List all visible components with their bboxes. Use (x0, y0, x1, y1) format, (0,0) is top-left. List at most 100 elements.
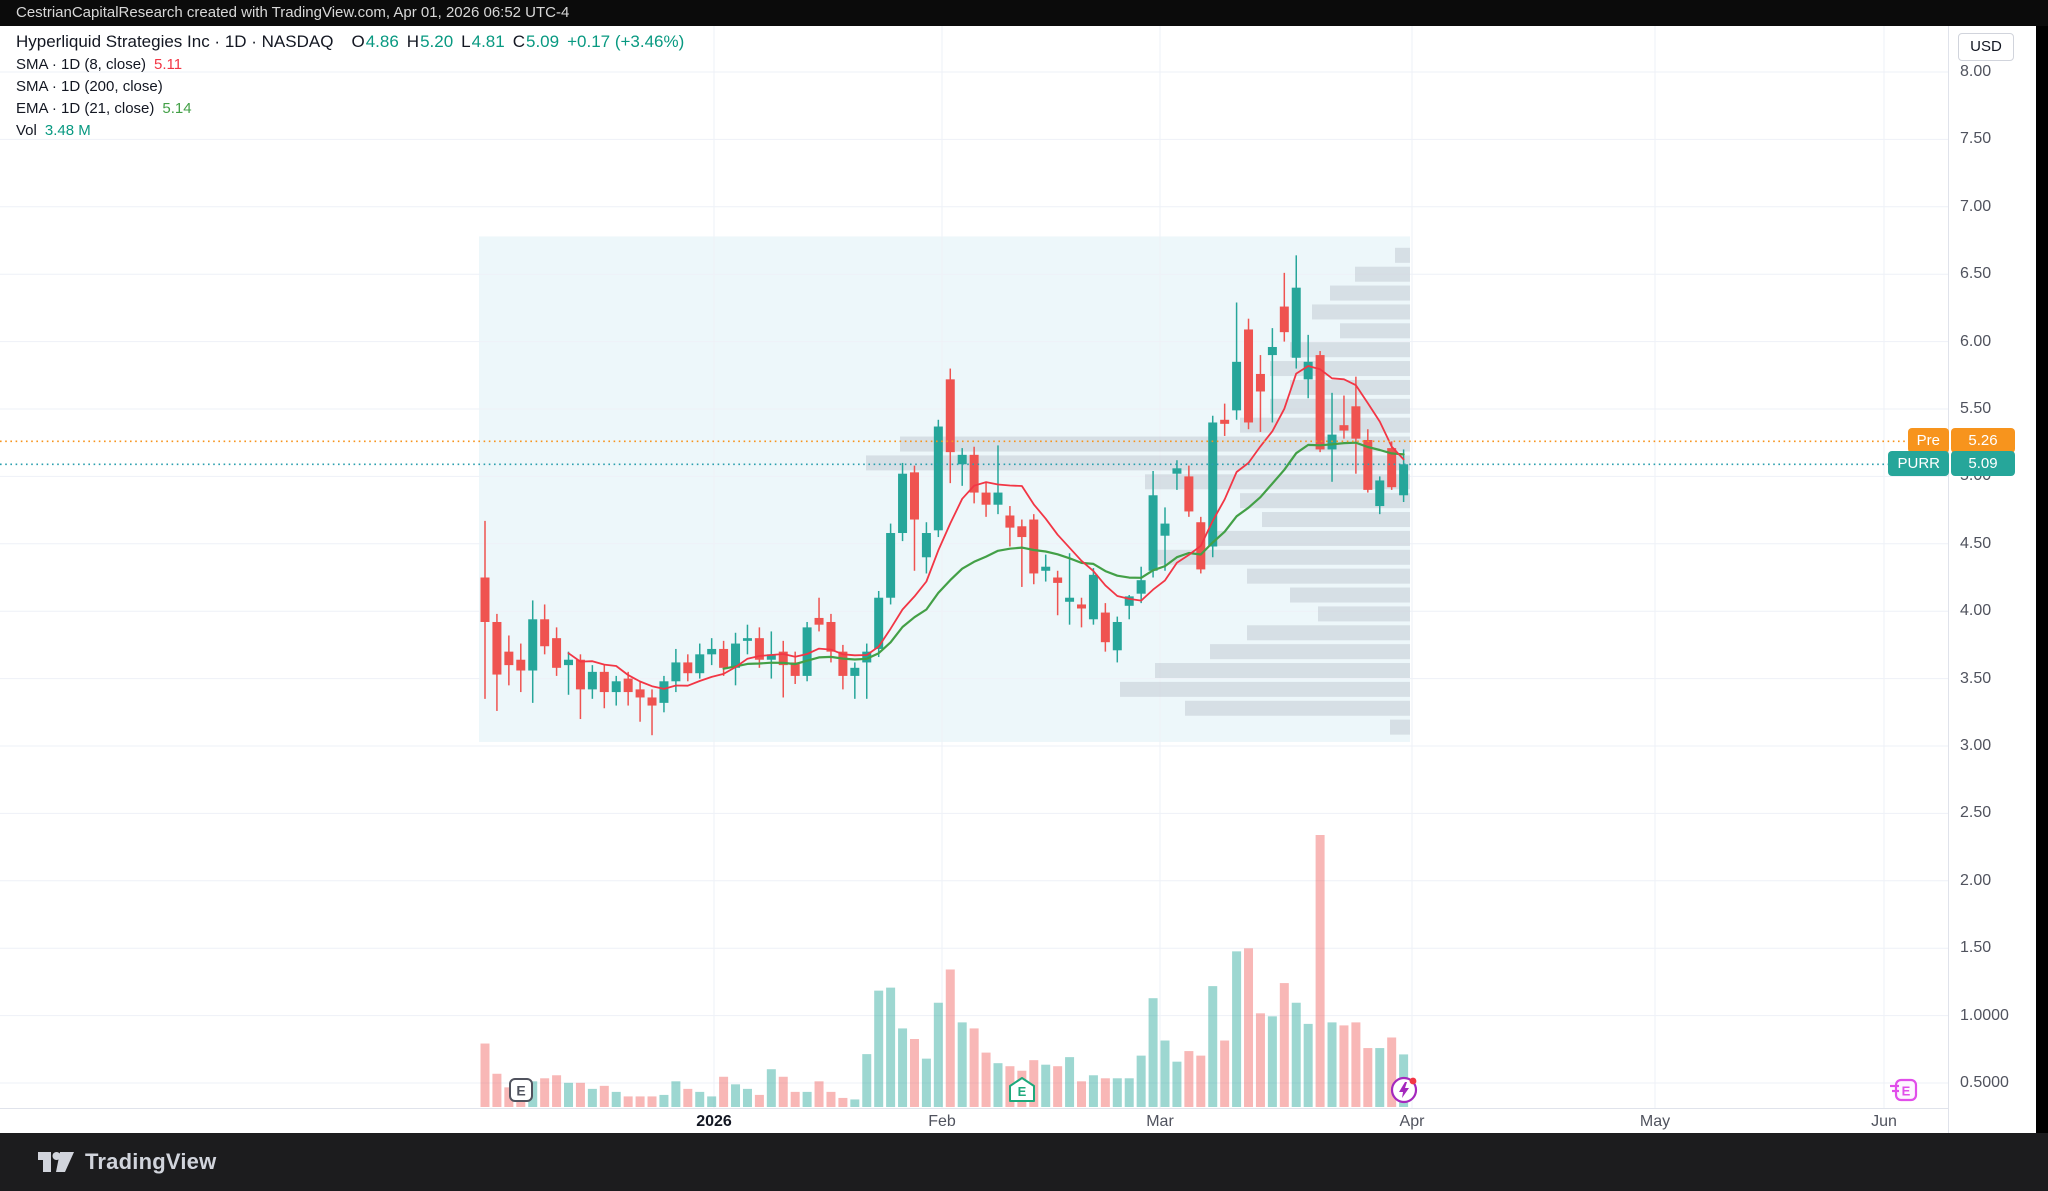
earnings-reported-marker[interactable]: E (509, 1078, 533, 1102)
earnings-reported-icon (509, 1078, 533, 1102)
candle-body (1315, 355, 1325, 450)
chart-legend: Hyperliquid Strategies Inc · 1D · NASDAQ… (16, 32, 684, 144)
candle-body (564, 659, 574, 666)
candle-body (1291, 287, 1301, 358)
volume-bar (540, 1078, 550, 1107)
candle-body (1148, 495, 1158, 571)
volume-profile-row (1290, 587, 1410, 603)
volume-bar (683, 1088, 693, 1107)
volume-bar (1363, 1048, 1373, 1107)
candle-body (1136, 580, 1146, 594)
volume-bar (492, 1073, 502, 1107)
candle-body (719, 648, 729, 668)
time-tick-label: May (1639, 1113, 1671, 1130)
volume-bar (1065, 1057, 1075, 1107)
candle-body (1112, 621, 1122, 651)
candle-body (766, 654, 776, 660)
price-tick-label: 3.00 (1960, 737, 1992, 754)
volume-profile-row (1155, 663, 1410, 679)
currency-label[interactable]: USD (1958, 33, 2014, 61)
volume-bar (1255, 1013, 1265, 1107)
candle-body (516, 659, 526, 671)
indicator-label: Vol (16, 122, 37, 139)
volume-bar (957, 1022, 967, 1107)
candle-body (850, 667, 860, 676)
ticker-price-badge[interactable]: PURR 5.09 (1888, 451, 2015, 477)
price-tick-label: 5.50 (1960, 400, 1992, 417)
volume-bar (659, 1094, 669, 1107)
volume-bar (1077, 1081, 1086, 1107)
candle-body (814, 617, 824, 625)
tradingview-logo-icon (38, 1152, 74, 1172)
volume-profile-row (1270, 398, 1410, 414)
candle-body (1065, 597, 1075, 602)
volume-bar (1136, 1055, 1146, 1107)
volume-bar (921, 1058, 931, 1107)
candle-body (1124, 596, 1134, 606)
candle-body (1232, 361, 1242, 411)
candle-body (1255, 373, 1265, 392)
price-tick-label: 6.50 (1960, 265, 1992, 283)
candle-body (635, 689, 645, 698)
earnings-upcoming-icon: E (1902, 1084, 1911, 1099)
earnings-beat-marker[interactable]: E (1009, 1077, 1035, 1102)
volume-bar (945, 969, 955, 1107)
volume-bar (1303, 1023, 1313, 1107)
candle-body (1208, 422, 1218, 547)
candle-body (683, 662, 693, 674)
price-tick-label: 0.5000 (1960, 1074, 2009, 1091)
volume-bar (1196, 1055, 1206, 1107)
time-tick-label: 2026 (696, 1113, 732, 1130)
volume-bar (707, 1096, 717, 1107)
earnings-upcoming-marker[interactable]: E (1890, 1078, 1918, 1102)
price-tick-label: 4.00 (1960, 602, 1992, 620)
ohlc-value: 5.09 (526, 32, 560, 51)
candle-body (933, 426, 943, 531)
candle-body (1100, 612, 1110, 643)
indicator-label: EMA · 1D (21, close) (16, 100, 155, 117)
volume-bar (1267, 1016, 1277, 1107)
candle-body (981, 492, 991, 505)
ohlc-key: H (406, 32, 420, 51)
candle-body (957, 454, 967, 465)
volume-bar (874, 990, 884, 1107)
volume-bar (1220, 1040, 1230, 1107)
candle-body (1184, 476, 1194, 512)
symbol-legend-row[interactable]: Hyperliquid Strategies Inc · 1D · NASDAQ… (16, 32, 684, 51)
candle-body (1029, 519, 1039, 574)
flash-event-marker[interactable] (1390, 1076, 1418, 1104)
volume-bar (838, 1097, 848, 1107)
volume-bar (1279, 983, 1289, 1107)
volume-bar (623, 1096, 633, 1107)
indicator-legend-row[interactable]: SMA · 1D (8, close) 5.11 (16, 56, 684, 73)
volume-bar (1184, 1051, 1194, 1107)
candle-body (1005, 515, 1015, 528)
volume-profile-row (866, 455, 1410, 471)
volume-bar (1112, 1078, 1122, 1107)
time-axis[interactable]: 2026 Feb Mar Apr May Jun (0, 1108, 2036, 1133)
indicator-legend-row[interactable]: SMA · 1D (200, close) (16, 78, 684, 95)
indicator-legend-row[interactable]: EMA · 1D (21, close) 5.14 (16, 100, 684, 117)
candle-body (826, 621, 836, 652)
volume-bar (993, 1063, 1003, 1107)
candle-body (945, 379, 955, 453)
price-axis[interactable]: USD Pre 5.26 PURR 5.09 8.00 7.50 7.00 6.50 6.0… (1888, 26, 2036, 1133)
volume-profile-row (1312, 304, 1410, 320)
candle-body (790, 662, 800, 676)
indicator-legend-row[interactable]: Vol 3.48 M (16, 122, 684, 139)
candle-body (921, 533, 931, 558)
candle-body (1351, 406, 1361, 439)
candle-body (1303, 361, 1313, 380)
candle-body (898, 473, 908, 534)
indicator-label: SMA · 1D (8, close) (16, 56, 147, 73)
candle-body (1339, 425, 1349, 431)
candle-body (492, 621, 502, 675)
price-tick-label: 7.50 (1960, 130, 1992, 148)
volume-profile-row (1240, 417, 1410, 433)
volume-bar (635, 1096, 645, 1107)
volume-bar (766, 1069, 776, 1107)
volume-profile-row (1318, 606, 1410, 622)
premarket-price-badge[interactable]: Pre 5.26 (1907, 428, 2015, 454)
volume-bar (695, 1091, 705, 1107)
